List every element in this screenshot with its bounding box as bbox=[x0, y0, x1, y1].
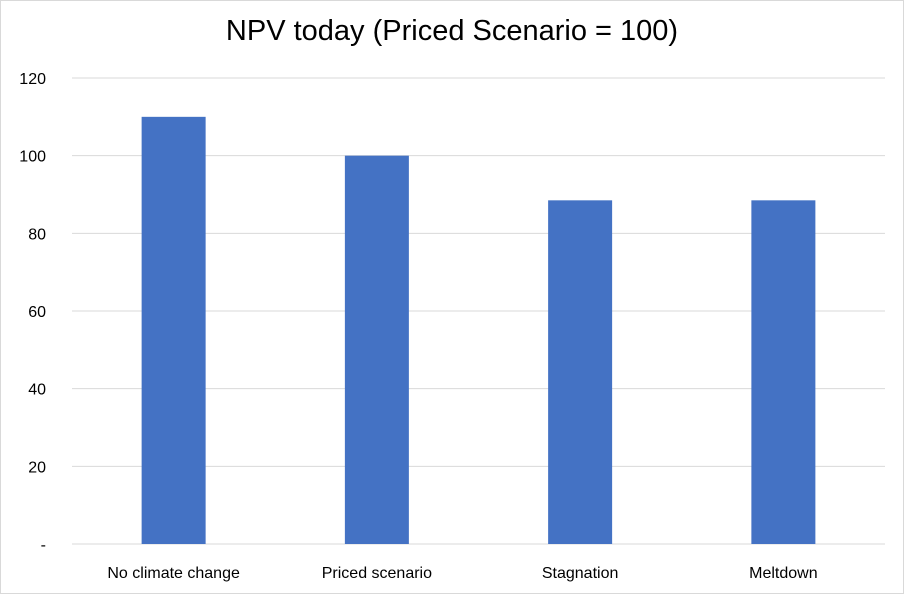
y-tick-label: 40 bbox=[28, 382, 46, 399]
gridlines bbox=[72, 77, 885, 545]
bar-stagnation bbox=[548, 200, 613, 544]
bars bbox=[141, 116, 816, 544]
bar-priced-scenario bbox=[344, 155, 409, 544]
y-tick-label: 80 bbox=[28, 226, 46, 243]
x-category-label: Stagnation bbox=[542, 565, 619, 582]
y-tick-label: 20 bbox=[28, 459, 46, 476]
x-category-label: Priced scenario bbox=[322, 565, 432, 582]
x-category-label: Meltdown bbox=[749, 565, 817, 582]
y-tick-label: - bbox=[41, 537, 46, 554]
y-tick-label: 60 bbox=[28, 304, 46, 321]
y-axis-ticks: - 20 40 60 80 100 120 bbox=[19, 71, 46, 554]
bar-no-climate-change bbox=[141, 116, 206, 544]
x-category-label: No climate change bbox=[107, 565, 240, 582]
y-tick-label: 120 bbox=[19, 71, 46, 88]
chart-title: NPV today (Priced Scenario = 100) bbox=[225, 15, 679, 47]
y-tick-label: 100 bbox=[19, 149, 46, 166]
bar-meltdown bbox=[751, 200, 816, 544]
x-axis-categories: No climate change Priced scenario Stagnati… bbox=[107, 565, 817, 582]
